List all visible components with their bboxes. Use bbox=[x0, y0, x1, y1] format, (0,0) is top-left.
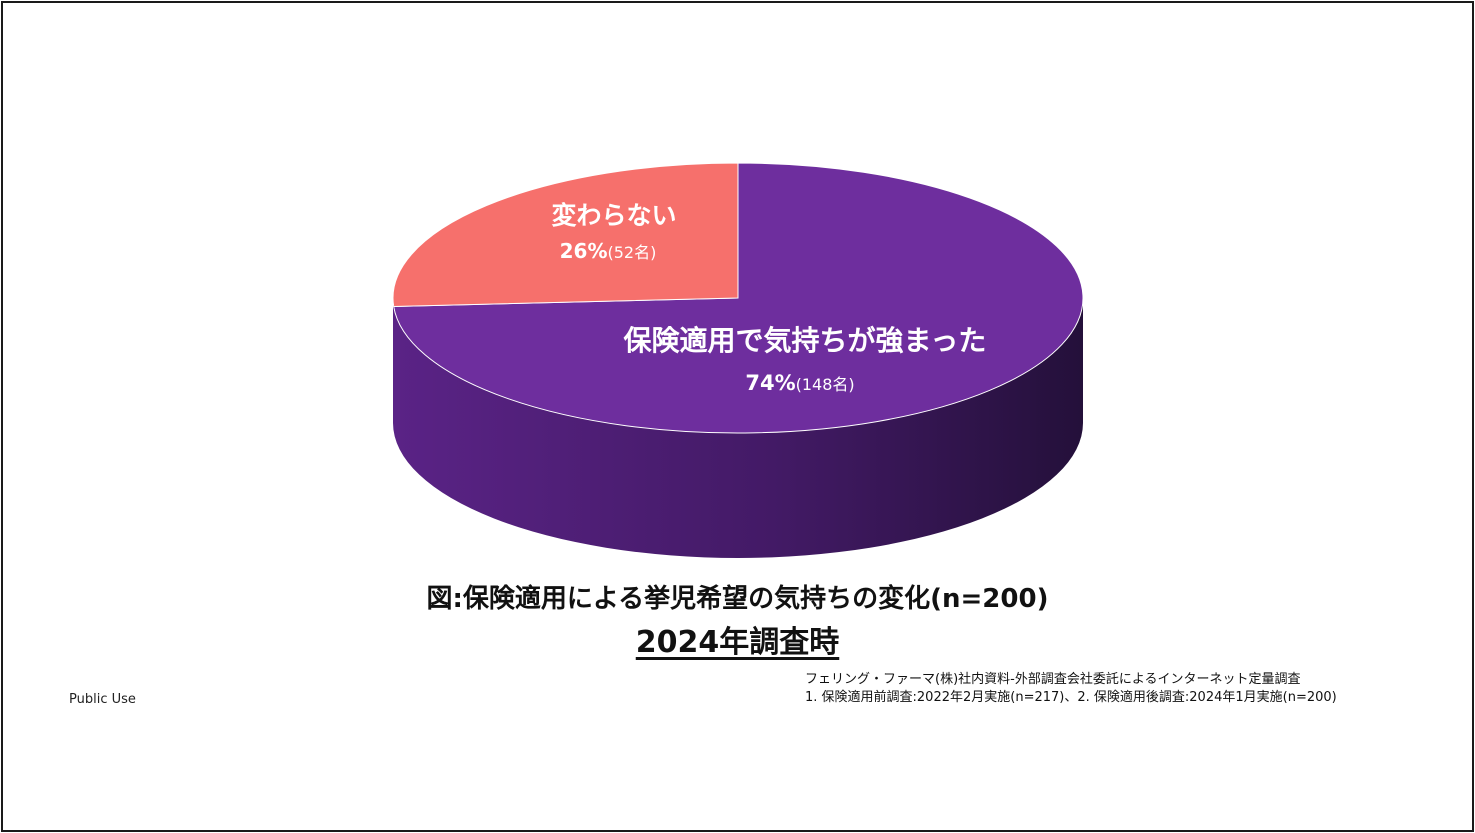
slice-label-unchanged: 変わらない bbox=[551, 201, 676, 230]
slice-value-unchanged: 26%(52名) bbox=[560, 239, 657, 263]
slice-count-unchanged: (52名) bbox=[608, 243, 657, 262]
pie-slice-unchanged bbox=[392, 162, 739, 307]
slice-value-increased: 74%(148名) bbox=[745, 371, 854, 395]
slice-count-increased: (148名) bbox=[796, 375, 855, 394]
slice-label-increased: 保険適用で気持ちが強まった bbox=[624, 324, 987, 357]
source-line-1: フェリング・ファーマ(株)社内資料-外部調査会社委託によるインターネット定量調査 bbox=[805, 672, 1301, 687]
classification-label: Public Use bbox=[69, 692, 136, 707]
slice-percent-increased: 74% bbox=[745, 371, 795, 395]
chart-subtitle: 2024年調査時 bbox=[0, 617, 1475, 661]
source-line-2: 1. 保険適用前調査:2022年2月実施(n=217)、2. 保険適用後調査:2… bbox=[805, 690, 1337, 705]
chart-title: 図:保険適用による挙児希望の気持ちの変化(n=200) bbox=[426, 584, 1049, 614]
slice-percent-unchanged: 26% bbox=[560, 239, 608, 263]
pie-side-wall bbox=[393, 298, 1083, 558]
source-note: フェリング・ファーマ(株)社内資料-外部調査会社委託によるインターネット定量調査… bbox=[805, 671, 1337, 707]
chart-subtitle-text: 2024年調査時 bbox=[635, 625, 840, 660]
